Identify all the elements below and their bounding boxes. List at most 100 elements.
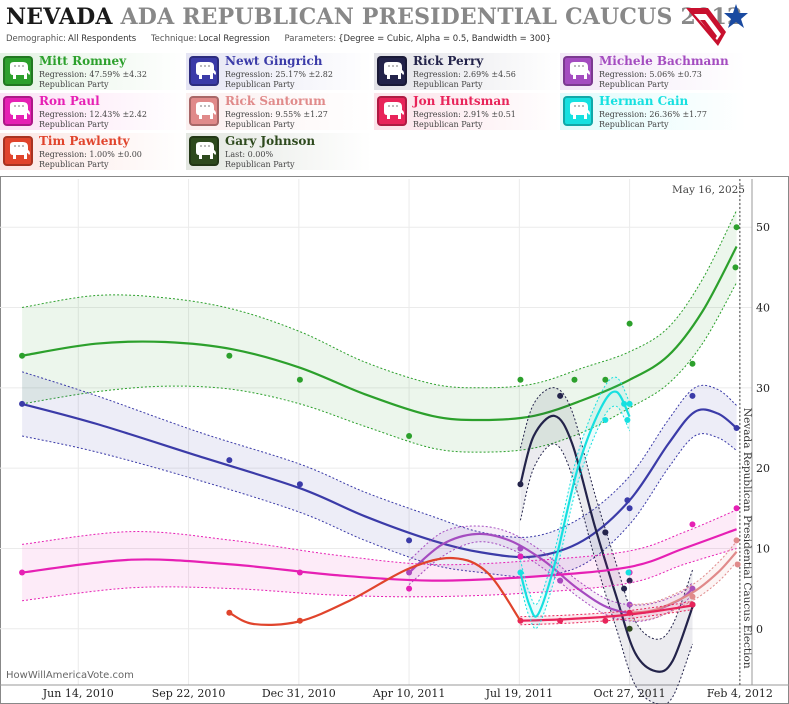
legend-card[interactable]: Herman Cain Regression: 26.36% ±1.77 Repub… [560,93,746,130]
data-point [557,577,564,584]
title-rest: ADA REPUBLICAN PRESIDENTIAL CAUCUS 2012 [120,4,743,30]
series-line [21,402,738,559]
party-elephant-icon [563,56,593,86]
data-point [626,609,633,616]
title-state: NEVADA [6,4,113,30]
data-point [296,376,303,383]
data-point [296,569,303,576]
data-point [733,424,740,431]
y-tick-label: 50 [756,221,770,234]
data-point [557,392,564,399]
candidate-name: Gary Johnson [225,134,316,148]
candidate-name: Jon Huntsman [413,94,510,108]
candidate-stat: Regression: 47.59% ±4.32 [39,70,147,79]
confidence-band [409,526,693,622]
candidate-name: Rick Santorum [225,94,326,108]
band-upper [22,210,738,389]
data-point [732,264,739,271]
band-upper [408,525,693,606]
data-point [557,617,564,624]
party-elephant-icon [377,96,407,126]
candidate-party: Republican Party [225,120,295,129]
data-point [625,569,632,576]
candidate-name: Ron Paul [39,94,100,108]
candidate-party: Republican Party [39,120,109,129]
legend-card[interactable]: Gary Johnson Last: 0.00% Republican Party [186,133,372,170]
band-lower [629,561,737,622]
band-lower [520,609,693,626]
legend-card[interactable]: Newt Gingrich Regression: 25.17% ±2.82 Rep… [186,53,372,90]
legend-card[interactable]: Ron Paul Regression: 12.43% ±2.42 Republic… [0,93,186,130]
band-lower [519,405,631,630]
candidate-party: Republican Party [599,80,669,89]
data-point [226,609,233,616]
data-point [19,400,26,407]
data-point [406,537,413,544]
x-tick-label: Oct 27, 2011 [594,687,666,700]
confidence-band [22,509,737,601]
chart-plot: Nevada Republican Presidential Caucus El… [0,176,789,704]
data-point [624,416,631,423]
data-point [626,505,633,512]
data-point [602,376,609,383]
data-point [733,505,740,512]
data-point [621,585,628,592]
candidate-party: Republican Party [225,160,295,169]
data-point [689,601,696,608]
candidate-stat: Last: 0.00% [225,150,274,159]
y-tick-label: 30 [756,382,770,395]
candidate-name: Tim Pawlenty [39,134,130,148]
candidate-stat: Regression: 2.91% ±0.51 [413,110,516,119]
band-upper [22,509,737,566]
data-point [571,376,578,383]
series-line [519,390,631,618]
x-tick-label: Sep 22, 2010 [152,687,226,700]
y-tick-label: 0 [756,623,763,636]
data-point [689,392,696,399]
technique-label: Technique: [150,34,197,44]
candidate-stat: Regression: 12.43% ±2.42 [39,110,147,119]
logo-icon [686,4,748,46]
series-line [519,414,694,673]
legend-card[interactable]: Rick Perry Regression: 2.69% ±4.56 Republi… [374,53,560,90]
band-upper [629,541,737,606]
candidate-name: Newt Gingrich [225,54,323,68]
data-point [602,529,609,536]
data-point [626,577,633,584]
x-tick-label: Jul 19, 2011 [485,687,554,700]
series-line [520,604,693,622]
chart-metadata: Demographic: All Respondents Technique: Lo… [6,34,551,44]
legend-card[interactable]: Tim Pawlenty Regression: 1.00% ±0.00 Repub… [0,133,186,170]
series-line [21,245,738,422]
legend-card[interactable]: Rick Santorum Regression: 9.55% ±1.27 Repu… [186,93,372,130]
data-point [517,376,524,383]
data-point [602,617,609,624]
data-point [19,352,26,359]
y-tick-label: 20 [756,462,770,475]
demographic-label: Demographic: [6,34,67,44]
legend-card[interactable]: Mitt Romney Regression: 47.59% ±4.32 Repub… [0,53,186,90]
confidence-band [22,371,737,577]
candidate-party: Republican Party [39,160,109,169]
series-line [21,528,737,582]
party-elephant-icon [189,96,219,126]
party-elephant-icon [377,56,407,86]
data-point [624,497,631,504]
chart-header: NEVADA ADA REPUBLICAN PRESIDENTIAL CAUCU… [0,0,789,52]
confidence-band [520,387,693,704]
legend-card[interactable]: Michele Bachmann Regression: 5.06% ±0.73 R… [560,53,746,90]
candidate-name: Herman Cain [599,94,689,108]
data-point [226,352,233,359]
data-point [517,553,524,560]
candidate-name: Michele Bachmann [599,54,729,68]
data-point [621,400,628,407]
legend-card[interactable]: Jon Huntsman Regression: 2.91% ±0.51 Repub… [374,93,560,130]
party-elephant-icon [563,96,593,126]
data-point [517,481,524,488]
data-point [406,433,413,440]
candidate-legend: Mitt Romney Regression: 47.59% ±4.32 Repub… [0,53,789,175]
data-point [626,625,633,632]
data-point [734,561,741,568]
date-stamp: May 16, 2025 [672,184,745,196]
data-point [733,224,740,231]
